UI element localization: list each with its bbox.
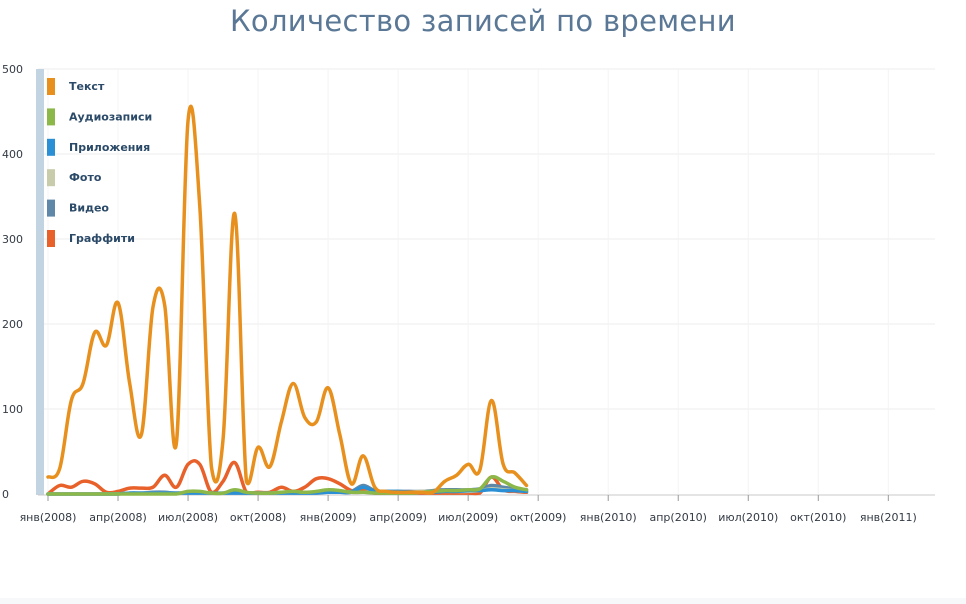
chart-title: Количество записей по времени xyxy=(230,4,736,38)
legend-label: Фото xyxy=(69,171,102,184)
y-tick-label: 0 xyxy=(2,488,9,501)
y-tick-label: 100 xyxy=(2,403,23,416)
series-lines xyxy=(46,104,529,496)
legend: Текст Аудиозаписи Приложения Фото Видео Графф… xyxy=(47,78,152,247)
x-tick-label: июл(2010) xyxy=(718,511,778,524)
series-line xyxy=(46,104,529,495)
x-tick-label: апр(2010) xyxy=(649,511,707,524)
x-tick-label: янв(2011) xyxy=(860,511,917,524)
legend-label: Видео xyxy=(69,202,109,215)
x-tick-label: янв(2008) xyxy=(20,511,77,524)
y-tick-label: 500 xyxy=(2,63,23,76)
legend-label: Приложения xyxy=(69,141,150,154)
x-tick-label: янв(2009) xyxy=(300,511,357,524)
x-tick-label: июл(2009) xyxy=(438,511,498,524)
legend-swatch xyxy=(47,78,55,95)
legend-label: Граффити xyxy=(69,232,135,245)
bottom-scroll-area xyxy=(0,598,966,604)
x-tick-label: апр(2009) xyxy=(369,511,427,524)
y-axis-bar xyxy=(36,69,44,495)
x-tick-label: окт(2010) xyxy=(790,511,846,524)
legend-swatch xyxy=(47,199,55,217)
x-tick-label: янв(2010) xyxy=(580,511,637,524)
x-tick-label: апр(2008) xyxy=(89,511,147,524)
series-line xyxy=(46,474,529,496)
x-tick-label: окт(2009) xyxy=(510,511,566,524)
legend-swatch xyxy=(47,230,55,247)
y-tick-label: 300 xyxy=(2,233,23,246)
y-tick-label: 200 xyxy=(2,318,23,331)
axes: 0 100 200 300 400 500 янв(2008) апр(2008) июл(20… xyxy=(2,63,935,524)
x-tick-label: окт(2008) xyxy=(230,511,286,524)
legend-label: Аудиозаписи xyxy=(69,110,152,123)
y-tick-label: 400 xyxy=(2,148,23,161)
legend-label: Текст xyxy=(69,80,105,93)
legend-swatch xyxy=(47,108,55,126)
legend-swatch xyxy=(47,138,55,156)
x-tick-label: июл(2008) xyxy=(158,511,218,524)
legend-swatch xyxy=(47,169,55,187)
